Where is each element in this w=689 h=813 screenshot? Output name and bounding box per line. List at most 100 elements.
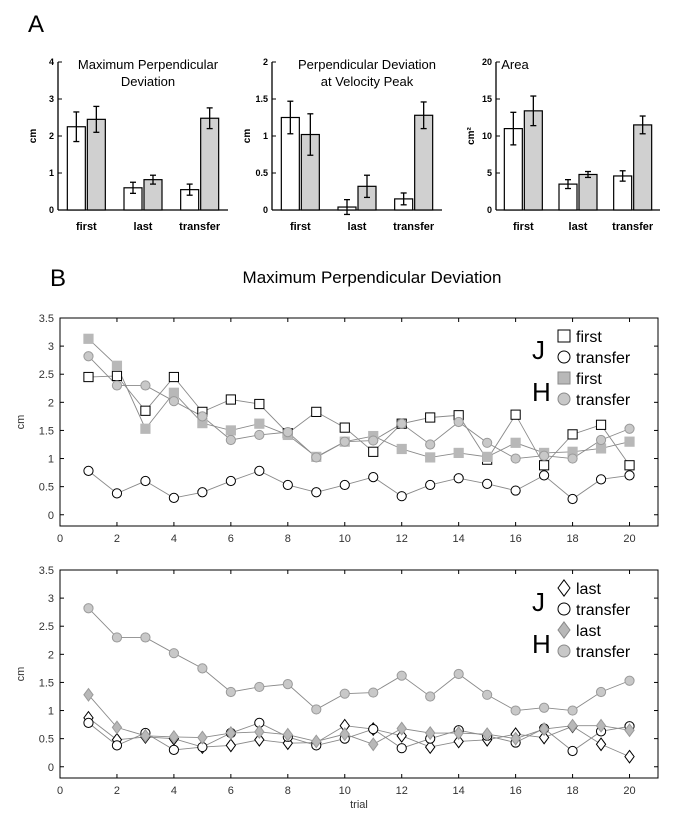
data-point (83, 465, 94, 477)
series-line (88, 607, 630, 712)
y-tick-label: 4 (49, 57, 54, 67)
legend-group-label: H (532, 629, 551, 659)
x-tick-label: 2 (114, 785, 120, 797)
data-point (225, 394, 236, 405)
legend-group-label: H (532, 377, 551, 407)
data-point (197, 730, 208, 745)
data-point (83, 333, 94, 344)
y-tick-label: 3 (49, 94, 54, 104)
data-point (168, 744, 180, 755)
data-point (225, 425, 236, 436)
data-point (168, 492, 180, 503)
data-point (510, 409, 521, 420)
legend-marker (557, 392, 571, 406)
chart-title-line: Deviation (121, 74, 175, 89)
data-point (339, 688, 350, 699)
data-point (567, 718, 578, 733)
y-tick-label: 3.5 (39, 313, 54, 325)
data-point (282, 679, 293, 690)
data-point (453, 447, 464, 459)
data-point (140, 475, 151, 487)
data-point (425, 412, 436, 423)
data-point (510, 731, 521, 746)
data-point (254, 418, 265, 429)
chart-title-line: Maximum Perpendicular (78, 57, 219, 72)
data-point (339, 436, 350, 447)
x-tick-label: 16 (509, 533, 521, 545)
data-point (168, 371, 180, 383)
x-tick-label: 4 (171, 785, 177, 797)
data-point (595, 474, 607, 485)
data-point (396, 743, 407, 754)
data-point (396, 418, 407, 429)
data-point (453, 725, 464, 741)
y-axis-label: cm (15, 667, 27, 682)
data-point (254, 429, 265, 441)
data-point (225, 686, 236, 698)
category-label: first (76, 221, 97, 233)
y-tick-label: 0 (48, 510, 54, 522)
y-tick-label: 0 (48, 762, 54, 774)
data-point (595, 686, 607, 698)
x-tick-label: 2 (114, 533, 120, 545)
y-tick-label: 2 (263, 57, 268, 67)
data-point (396, 443, 407, 455)
x-tick-label: 8 (285, 533, 291, 545)
data-point (254, 681, 265, 693)
data-point (595, 718, 607, 733)
data-point (595, 434, 607, 446)
data-point (140, 405, 151, 416)
x-tick-label: 10 (339, 785, 351, 797)
data-point (510, 437, 521, 448)
data-point (595, 737, 607, 752)
x-tick-label: 10 (339, 533, 351, 545)
line-chart-first-transfer: 0 0.5 1 1.5 2 2.5 3 3.5 0 2 4 6 8 10 12 14 16 18 20 cm J firs… (15, 313, 659, 545)
legend-marker (557, 602, 571, 616)
x-tick-label: 8 (285, 785, 291, 797)
data-point (282, 479, 293, 491)
x-tick-label: 18 (566, 533, 578, 545)
y-tick-label: 0.5 (39, 734, 54, 746)
bar (414, 114, 434, 211)
y-axis-label: cm (15, 415, 27, 430)
y-tick-label: 1 (48, 706, 54, 718)
data-point (567, 493, 578, 505)
bar-chart-max-deviation: 0 1 2 3 4 cm Maximum Perpendicular Deviation fir… (28, 57, 228, 233)
data-point (538, 450, 550, 461)
data-point (624, 436, 635, 447)
data-point (368, 687, 379, 698)
data-point (396, 721, 407, 736)
y-tick-label: 3 (48, 341, 54, 353)
data-point (254, 724, 265, 739)
data-point (225, 738, 237, 753)
x-tick-label: 18 (566, 785, 578, 797)
y-tick-label: 1 (49, 168, 54, 178)
y-axis-label: cm² (466, 126, 477, 144)
y-tick-label: 5 (487, 168, 492, 178)
data-point (311, 704, 322, 715)
legend-label: first (576, 371, 602, 388)
data-point (111, 488, 123, 499)
data-point (453, 668, 464, 680)
data-point (595, 443, 607, 454)
data-point (624, 423, 635, 434)
x-tick-label: 12 (396, 785, 408, 797)
data-point (368, 737, 379, 752)
legend-label: transfer (576, 350, 631, 367)
y-axis-label: cm (242, 129, 253, 144)
data-point (510, 705, 521, 716)
data-point (225, 725, 237, 741)
legend-group-label: J (532, 335, 545, 365)
data-point (311, 734, 322, 749)
bar (578, 173, 598, 211)
category-label: first (513, 221, 534, 233)
data-point (111, 632, 123, 643)
y-tick-label: 2 (49, 131, 54, 141)
data-point (140, 632, 151, 643)
x-tick-label: 16 (509, 785, 521, 797)
data-point (538, 722, 550, 737)
data-point (567, 429, 578, 440)
data-point (254, 732, 265, 747)
data-point (482, 689, 493, 700)
data-point (83, 717, 94, 729)
